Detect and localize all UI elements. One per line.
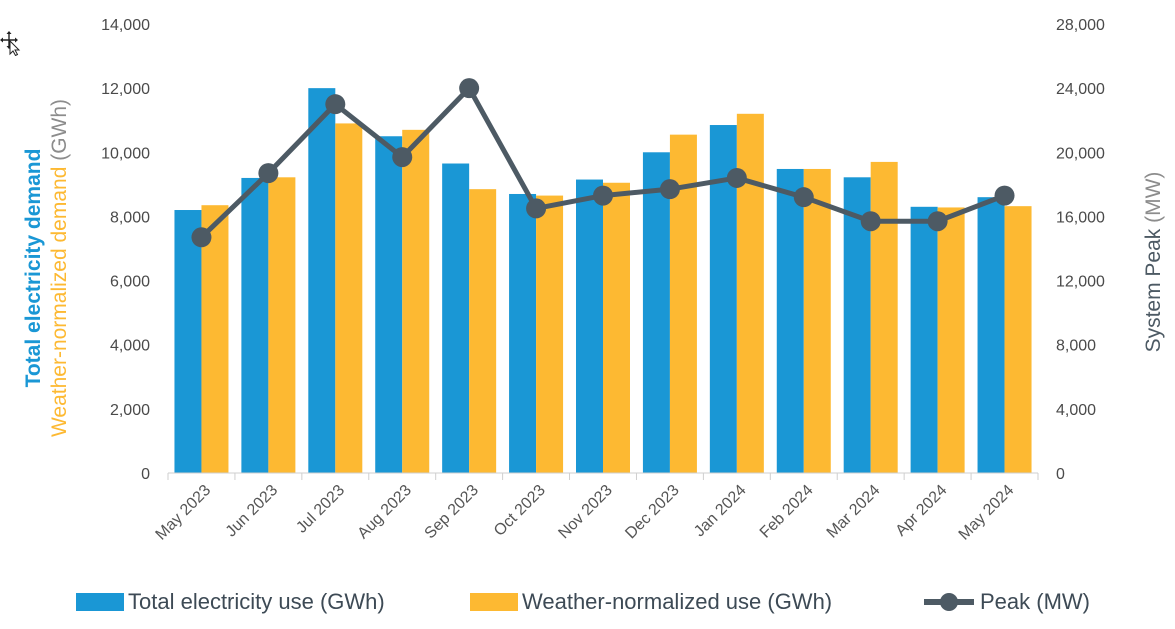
left-axis-ticks: 0 2,000 4,000 6,000 8,000 10,000 12,000 14,000 (101, 17, 150, 483)
peak-marker (392, 147, 413, 168)
peak-line-series (191, 78, 1015, 248)
left-tick-label: 10,000 (101, 145, 150, 162)
bar-series (174, 88, 1032, 474)
bar-total (642, 152, 670, 474)
legend-swatch-normalized (470, 593, 518, 611)
bar-total (174, 210, 202, 473)
x-category-label: Nov 2023 (555, 482, 616, 543)
left-axis-title-line2: Weather-normalized demand (GWh) (48, 99, 71, 437)
legend-label-normalized: Weather-normalized use (GWh) (522, 589, 832, 614)
bar-normalized (536, 195, 564, 473)
right-tick-label: 24,000 (1056, 81, 1105, 98)
bar-normalized (268, 177, 296, 473)
bar-normalized (937, 207, 965, 473)
x-category-label: Mar 2024 (824, 482, 884, 542)
x-category-label: Jan 2024 (691, 482, 750, 541)
left-tick-label: 2,000 (110, 402, 150, 419)
bar-normalized (603, 182, 630, 473)
left-axis-title-unit: (GWh) (48, 99, 71, 167)
right-tick-label: 20,000 (1056, 145, 1105, 162)
bar-total (241, 177, 269, 473)
bar-total (509, 193, 537, 473)
legend: Total electricity use (GWh) Weather-norm… (76, 589, 1090, 614)
peak-marker (459, 78, 480, 99)
bar-total (308, 88, 336, 474)
left-tick-label: 6,000 (110, 274, 150, 291)
left-tick-label: 8,000 (110, 209, 150, 226)
right-tick-label: 0 (1056, 466, 1065, 483)
peak-marker (793, 187, 814, 208)
peak-marker (258, 163, 279, 184)
peak-marker (593, 185, 613, 206)
x-category-label: Oct 2023 (491, 482, 549, 540)
left-axis-title-line1: Total electricity demand (22, 149, 45, 388)
x-axis-tick-marks (167, 473, 1039, 480)
right-tick-label: 4,000 (1056, 402, 1096, 419)
bar-total (977, 197, 1005, 473)
left-tick-label: 14,000 (101, 17, 150, 34)
bar-normalized (1004, 206, 1032, 473)
right-axis-title-main: System Peak (1142, 228, 1165, 352)
bar-normalized (335, 123, 363, 474)
bar-total (375, 136, 403, 473)
x-category-label: May 2023 (153, 482, 215, 544)
x-category-label: Jul 2023 (293, 482, 348, 537)
right-axis-title-unit: (MW) (1142, 172, 1165, 229)
left-tick-label: 4,000 (110, 338, 150, 355)
x-category-label: Aug 2023 (355, 482, 416, 543)
x-category-label: Sep 2023 (422, 482, 483, 543)
x-category-label: Dec 2023 (622, 482, 683, 543)
peak-marker (526, 198, 547, 219)
right-tick-label: 12,000 (1056, 274, 1105, 291)
bar-normalized (870, 161, 898, 473)
legend-swatch-peak-marker (940, 593, 958, 611)
right-axis-ticks: 0 4,000 8,000 12,000 16,000 20,000 24,000 28,00… (1056, 17, 1105, 483)
peak-marker (860, 211, 881, 232)
left-tick-label: 12,000 (101, 81, 150, 98)
right-tick-label: 8,000 (1056, 338, 1096, 355)
bar-normalized (201, 205, 229, 474)
peak-marker (927, 211, 948, 232)
legend-label-total: Total electricity use (GWh) (128, 589, 385, 614)
bar-total (576, 179, 603, 473)
legend-swatch-total (76, 593, 124, 611)
peak-marker (325, 94, 346, 115)
move-cursor-icon (0, 31, 21, 56)
x-category-label: Feb 2024 (757, 482, 817, 542)
x-axis-category-labels: May 2023 Jun 2023 Jul 2023 Aug 2023 Sep 2023… (153, 482, 1018, 544)
right-tick-label: 16,000 (1056, 209, 1105, 226)
right-axis-title-text: System Peak (MW) (1142, 172, 1165, 353)
right-axis-title: System Peak (MW) (1142, 172, 1165, 353)
peak-marker (994, 185, 1015, 206)
peak-marker (659, 179, 680, 200)
left-axis-title-normalized: Weather-normalized demand (48, 167, 71, 437)
bar-total (910, 206, 938, 474)
peak-marker (191, 227, 212, 248)
legend-label-peak: Peak (MW) (980, 589, 1090, 614)
bar-normalized (469, 189, 497, 474)
x-category-label: Jun 2023 (223, 482, 282, 541)
bar-normalized (736, 113, 764, 474)
right-tick-label: 28,000 (1056, 17, 1105, 34)
bar-normalized (402, 129, 430, 474)
left-tick-label: 0 (141, 466, 150, 483)
left-axis-title: Total electricity demand Weather-normali… (22, 99, 71, 437)
peak-marker (726, 167, 747, 188)
bar-total (776, 168, 804, 473)
bar-normalized (803, 168, 831, 473)
bar-total (442, 163, 470, 473)
x-category-label: Apr 2024 (893, 482, 951, 540)
x-category-label: May 2024 (956, 482, 1018, 544)
